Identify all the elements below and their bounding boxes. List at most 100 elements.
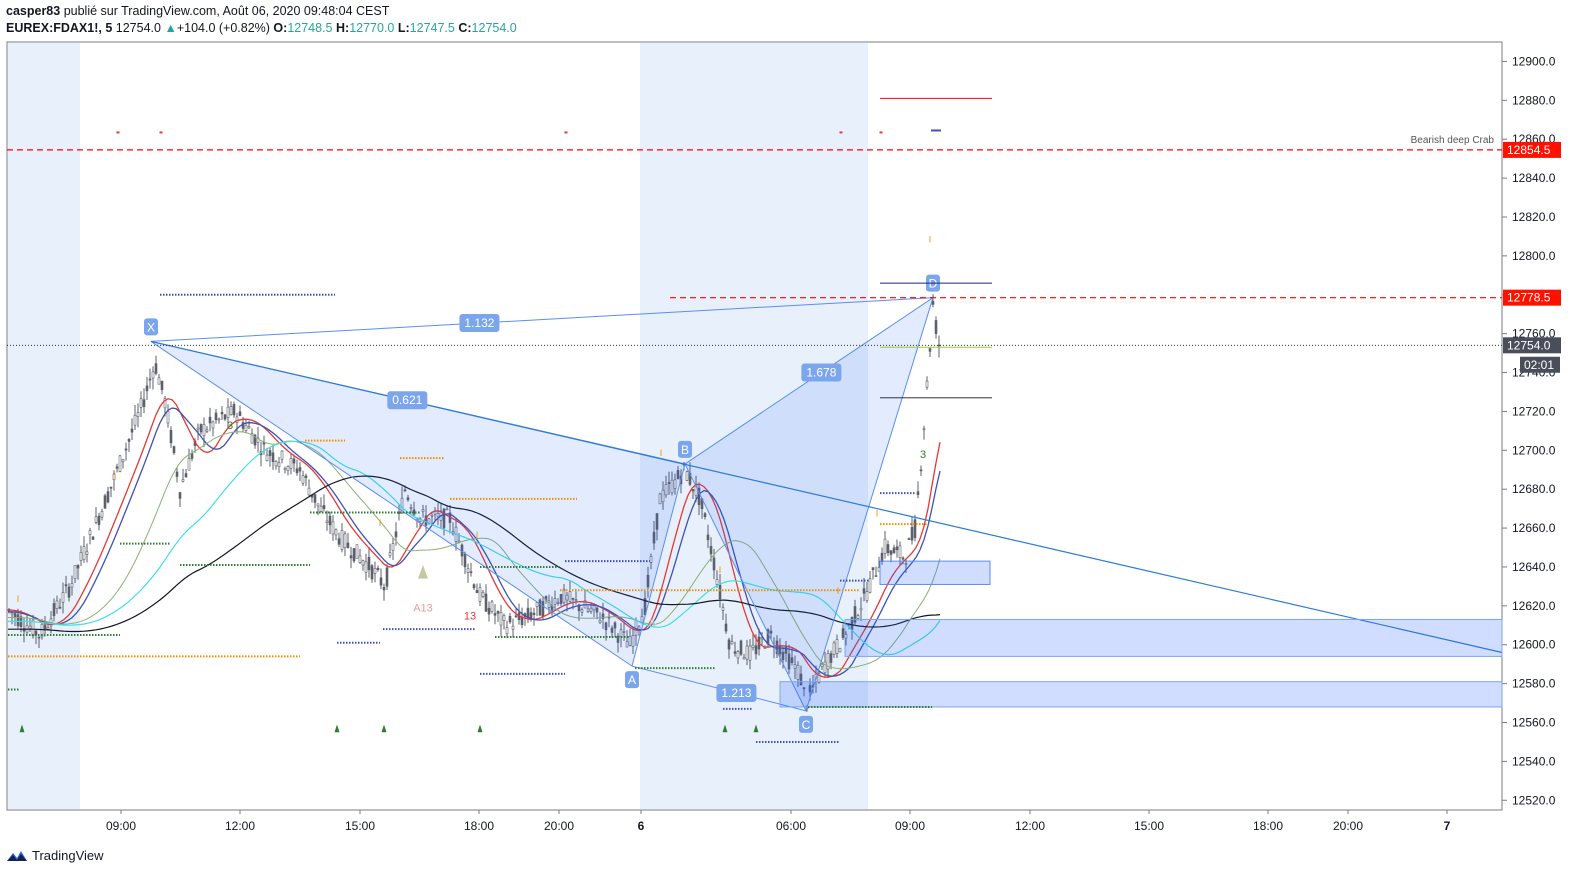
- candle-body: [556, 602, 560, 604]
- candle-body: [268, 450, 272, 456]
- candle-body: [712, 557, 716, 571]
- y-tick-label: 12560.0: [1512, 716, 1556, 730]
- candle-body: [124, 448, 128, 451]
- candle-body: [166, 410, 170, 424]
- candle-body: [937, 344, 941, 347]
- candle-body: [367, 556, 371, 571]
- tradingview-brand[interactable]: TradingView: [6, 848, 104, 863]
- candle-body: [790, 657, 794, 663]
- ratio-badge: [716, 683, 757, 702]
- candle-body: [280, 450, 284, 460]
- candle-body: [904, 563, 908, 565]
- ma-cyan-line: [8, 440, 941, 656]
- signal-triangle: [19, 724, 25, 733]
- candle-body: [562, 588, 566, 603]
- candle-body: [745, 645, 749, 660]
- ma-blue-line: [7, 407, 941, 677]
- candle-body: [565, 594, 569, 601]
- candle-body: [319, 505, 323, 512]
- signal-marker: [159, 131, 163, 134]
- open-value: 12748.5: [287, 21, 333, 35]
- candle-body: [64, 584, 68, 587]
- candle-body: [340, 530, 344, 550]
- candle-body: [475, 590, 479, 594]
- annotation-label: 13: [464, 610, 476, 622]
- candle-body: [349, 555, 353, 559]
- candle-body: [67, 586, 71, 598]
- marker-label: I: [660, 448, 663, 458]
- candle-body: [343, 533, 347, 549]
- candle-body: [868, 578, 872, 593]
- harmonic-pattern: X A B C D 1.132 0.621 1.678 1.213: [144, 274, 1503, 733]
- candle-body: [229, 406, 233, 415]
- candle-body: [250, 433, 254, 444]
- price-tag: [1503, 337, 1561, 354]
- symbol-label[interactable]: EUREX:FDAX1!, 5: [6, 21, 113, 35]
- candle-body: [337, 538, 341, 545]
- signal-marker: [839, 131, 843, 134]
- pattern-point-label: A: [628, 673, 636, 687]
- candle-body: [913, 519, 917, 539]
- y-tick-label: 12760.0: [1512, 327, 1556, 341]
- candle-body: [568, 591, 572, 602]
- ratio-label: 1.678: [806, 365, 836, 379]
- candle-body: [595, 607, 599, 613]
- candle-body: [61, 592, 65, 603]
- candle-body: [358, 555, 362, 563]
- x-tick-label: 09:00: [895, 819, 925, 833]
- candle-body: [154, 363, 158, 374]
- candle-body: [334, 529, 338, 536]
- y-tick-label: 12600.0: [1512, 638, 1556, 652]
- x-tick-label: 06:00: [776, 819, 806, 833]
- candle-body: [430, 515, 434, 517]
- candle-body: [286, 466, 290, 471]
- publisher-name[interactable]: casper83: [6, 4, 61, 18]
- open-label: O:: [273, 21, 288, 35]
- candle-body: [355, 544, 359, 559]
- x-tick-label: 18:00: [464, 819, 494, 833]
- signal-triangle: [334, 724, 340, 733]
- candle-body: [649, 556, 653, 563]
- candle-body: [214, 412, 218, 421]
- ratio-badge: [801, 363, 842, 382]
- candle-body: [667, 482, 671, 485]
- candle-body: [919, 469, 923, 472]
- candle-body: [256, 437, 260, 443]
- candle-body: [364, 561, 368, 573]
- tradingview-logo-icon: [7, 850, 27, 861]
- candle-body: [895, 546, 899, 551]
- candle-body: [88, 530, 92, 535]
- candle-body: [112, 473, 116, 481]
- candle-body: [535, 602, 539, 607]
- up-arrow-icon: ▲: [164, 21, 177, 35]
- candle-body: [403, 489, 407, 492]
- ma-red-line: [7, 398, 941, 678]
- candle-body: [328, 515, 332, 526]
- support-zone: [844, 618, 1503, 657]
- candle-body: [613, 622, 617, 629]
- candle-body: [352, 548, 356, 562]
- marker-label: I: [114, 471, 117, 481]
- x-tick-label: 7: [1444, 819, 1451, 833]
- candle-body: [793, 664, 797, 669]
- candle-body: [796, 665, 800, 680]
- candle-body: [184, 473, 188, 478]
- candle-body: [172, 446, 176, 454]
- candle-body: [400, 497, 404, 513]
- candle-body: [181, 479, 185, 482]
- candle-body: [382, 586, 386, 591]
- pattern-xd-line: [150, 297, 934, 342]
- candle-body: [829, 653, 833, 663]
- candle-body: [187, 458, 191, 471]
- candle-body: [625, 641, 629, 648]
- candle-body: [346, 542, 350, 548]
- y-tick-label: 12700.0: [1512, 443, 1556, 457]
- candle-body: [478, 587, 482, 602]
- candle-body: [169, 429, 173, 444]
- candle-body: [514, 615, 518, 618]
- x-tick-label: 09:00: [106, 819, 136, 833]
- candle-body: [52, 603, 56, 617]
- candle-body: [817, 673, 821, 683]
- candle-body: [322, 505, 326, 509]
